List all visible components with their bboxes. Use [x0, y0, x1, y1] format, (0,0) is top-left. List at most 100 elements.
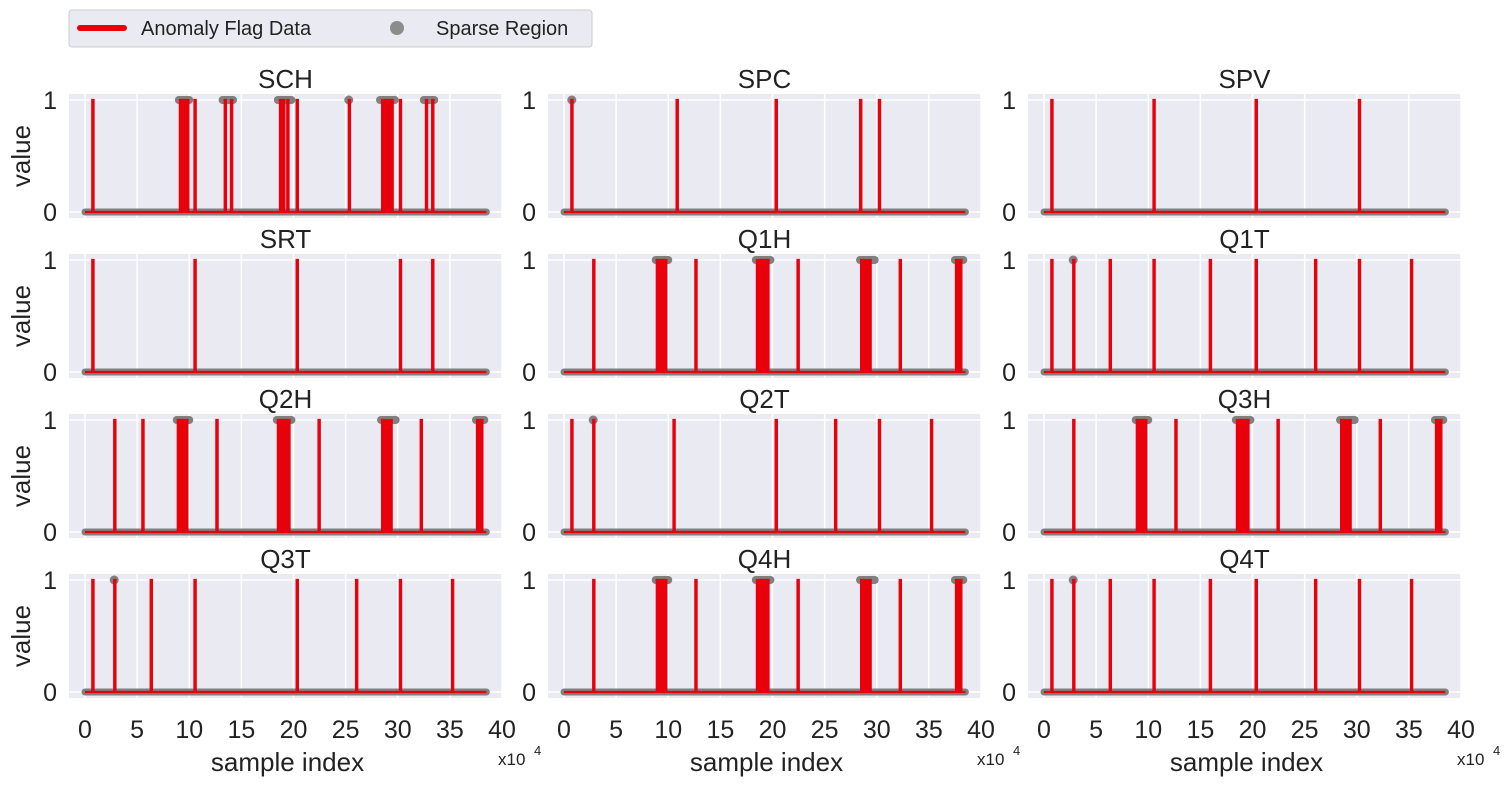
x-axis-multiplier: x10 — [1457, 750, 1484, 769]
y-tick-label: 0 — [1002, 519, 1016, 547]
y-tick-label: 1 — [43, 247, 57, 275]
anomaly-flag-series — [564, 578, 966, 694]
subplot-title: Q2T — [739, 384, 790, 414]
anomaly-flag-series — [85, 258, 487, 374]
subplot-title: Q2H — [259, 384, 312, 414]
anomaly-flag-series — [564, 98, 966, 214]
y-tick-label: 1 — [1002, 407, 1016, 435]
x-tick-label: 40 — [488, 716, 516, 744]
plot-area — [69, 574, 502, 698]
subplot-spv: SPV 0 1 — [1002, 64, 1462, 227]
subplot-q1h: Q1H 0 1 — [522, 224, 982, 387]
plot-area — [548, 414, 981, 538]
x-tick-label: 35 — [1395, 716, 1423, 744]
y-tick-label: 1 — [43, 87, 57, 115]
x-tick-label: 20 — [1239, 716, 1267, 744]
y-axis-label: value — [6, 285, 36, 347]
subplot-title: Q1H — [738, 224, 791, 254]
y-tick-label: 1 — [43, 407, 57, 435]
x-tick-label: 30 — [1343, 716, 1371, 744]
y-tick-label: 0 — [1002, 199, 1016, 227]
x-tick-label: 25 — [811, 716, 839, 744]
x-axis-label: sample index — [690, 747, 843, 777]
x-tick-label: 0 — [78, 716, 92, 744]
y-tick-label: 0 — [522, 679, 536, 707]
anomaly-flag-series — [85, 418, 487, 534]
y-tick-label: 1 — [522, 247, 536, 275]
legend-swatch-sparse — [390, 21, 404, 35]
anomaly-flag-series — [1044, 258, 1446, 374]
x-tick-label: 30 — [863, 716, 891, 744]
plot-area — [1028, 94, 1461, 218]
y-tick-label: 1 — [522, 567, 536, 595]
y-tick-label: 1 — [1002, 247, 1016, 275]
x-tick-label: 20 — [759, 716, 787, 744]
x-tick-label: 40 — [967, 716, 995, 744]
y-tick-label: 1 — [522, 407, 536, 435]
subplot-grid: SCH01valueSPC01SPV01SRT01valueQ1H01Q1T01… — [6, 64, 1500, 777]
x-tick-label: 5 — [130, 716, 144, 744]
x-tick-label: 15 — [1186, 716, 1214, 744]
subplot-title: Q4H — [738, 544, 791, 574]
anomaly-flag-series — [85, 98, 487, 214]
x-axis-multiplier-exponent: 4 — [1493, 743, 1500, 758]
x-axis-multiplier-exponent: 4 — [1013, 743, 1020, 758]
x-axis-label: sample index — [211, 747, 364, 777]
x-axis-label: sample index — [1170, 747, 1323, 777]
x-tick-label: 0 — [557, 716, 571, 744]
subplot-q3h: Q3H 0 1 — [1002, 384, 1462, 547]
y-tick-label: 0 — [43, 679, 57, 707]
x-tick-label: 35 — [436, 716, 464, 744]
y-tick-label: 1 — [43, 567, 57, 595]
legend-box — [68, 9, 593, 48]
anomaly-flag-series — [564, 258, 966, 374]
plot-area — [548, 94, 981, 218]
plot-area — [69, 94, 502, 218]
x-tick-label: 25 — [1291, 716, 1319, 744]
y-tick-label: 0 — [1002, 679, 1016, 707]
y-tick-label: 1 — [522, 87, 536, 115]
subplot-q1t: Q1T 0 1 — [1002, 224, 1462, 387]
y-tick-label: 1 — [1002, 87, 1016, 115]
x-tick-label: 5 — [1089, 716, 1103, 744]
y-tick-label: 0 — [43, 519, 57, 547]
x-tick-label: 20 — [280, 716, 308, 744]
x-axis-multiplier: x10 — [498, 750, 525, 769]
anomaly-flag-series — [1044, 578, 1446, 694]
subplot-title: Q1T — [1219, 224, 1270, 254]
legend: Anomaly Flag Data Sparse Region — [68, 9, 593, 48]
y-tick-label: 0 — [1002, 359, 1016, 387]
legend-label-flag: Anomaly Flag Data — [141, 18, 312, 40]
plot-area — [1028, 574, 1461, 698]
y-axis-label: value — [6, 125, 36, 187]
legend-label-sparse: Sparse Region — [436, 18, 568, 40]
y-tick-label: 0 — [43, 199, 57, 227]
x-tick-label: 15 — [227, 716, 255, 744]
subplot-title: SRT — [260, 224, 312, 254]
x-tick-label: 25 — [332, 716, 360, 744]
x-axis-multiplier-exponent: 4 — [534, 743, 541, 758]
x-tick-label: 5 — [609, 716, 623, 744]
subplot-title: Q3H — [1218, 384, 1271, 414]
x-axis-multiplier: x10 — [977, 750, 1004, 769]
x-tick-label: 10 — [175, 716, 203, 744]
y-tick-label: 0 — [522, 359, 536, 387]
x-tick-label: 35 — [915, 716, 943, 744]
anomaly-flag-series — [85, 578, 487, 694]
subplot-title: Q3T — [260, 544, 311, 574]
anomaly-flag-series — [1044, 98, 1446, 214]
y-tick-label: 0 — [43, 359, 57, 387]
subplot-title: SPV — [1218, 64, 1271, 94]
y-tick-label: 0 — [522, 519, 536, 547]
y-axis-label: value — [6, 605, 36, 667]
subplot-title: Q4T — [1219, 544, 1270, 574]
anomaly-flag-series — [1044, 418, 1446, 534]
subplot-spc: SPC 0 1 — [522, 64, 982, 227]
x-tick-label: 40 — [1447, 716, 1475, 744]
x-tick-label: 10 — [654, 716, 682, 744]
